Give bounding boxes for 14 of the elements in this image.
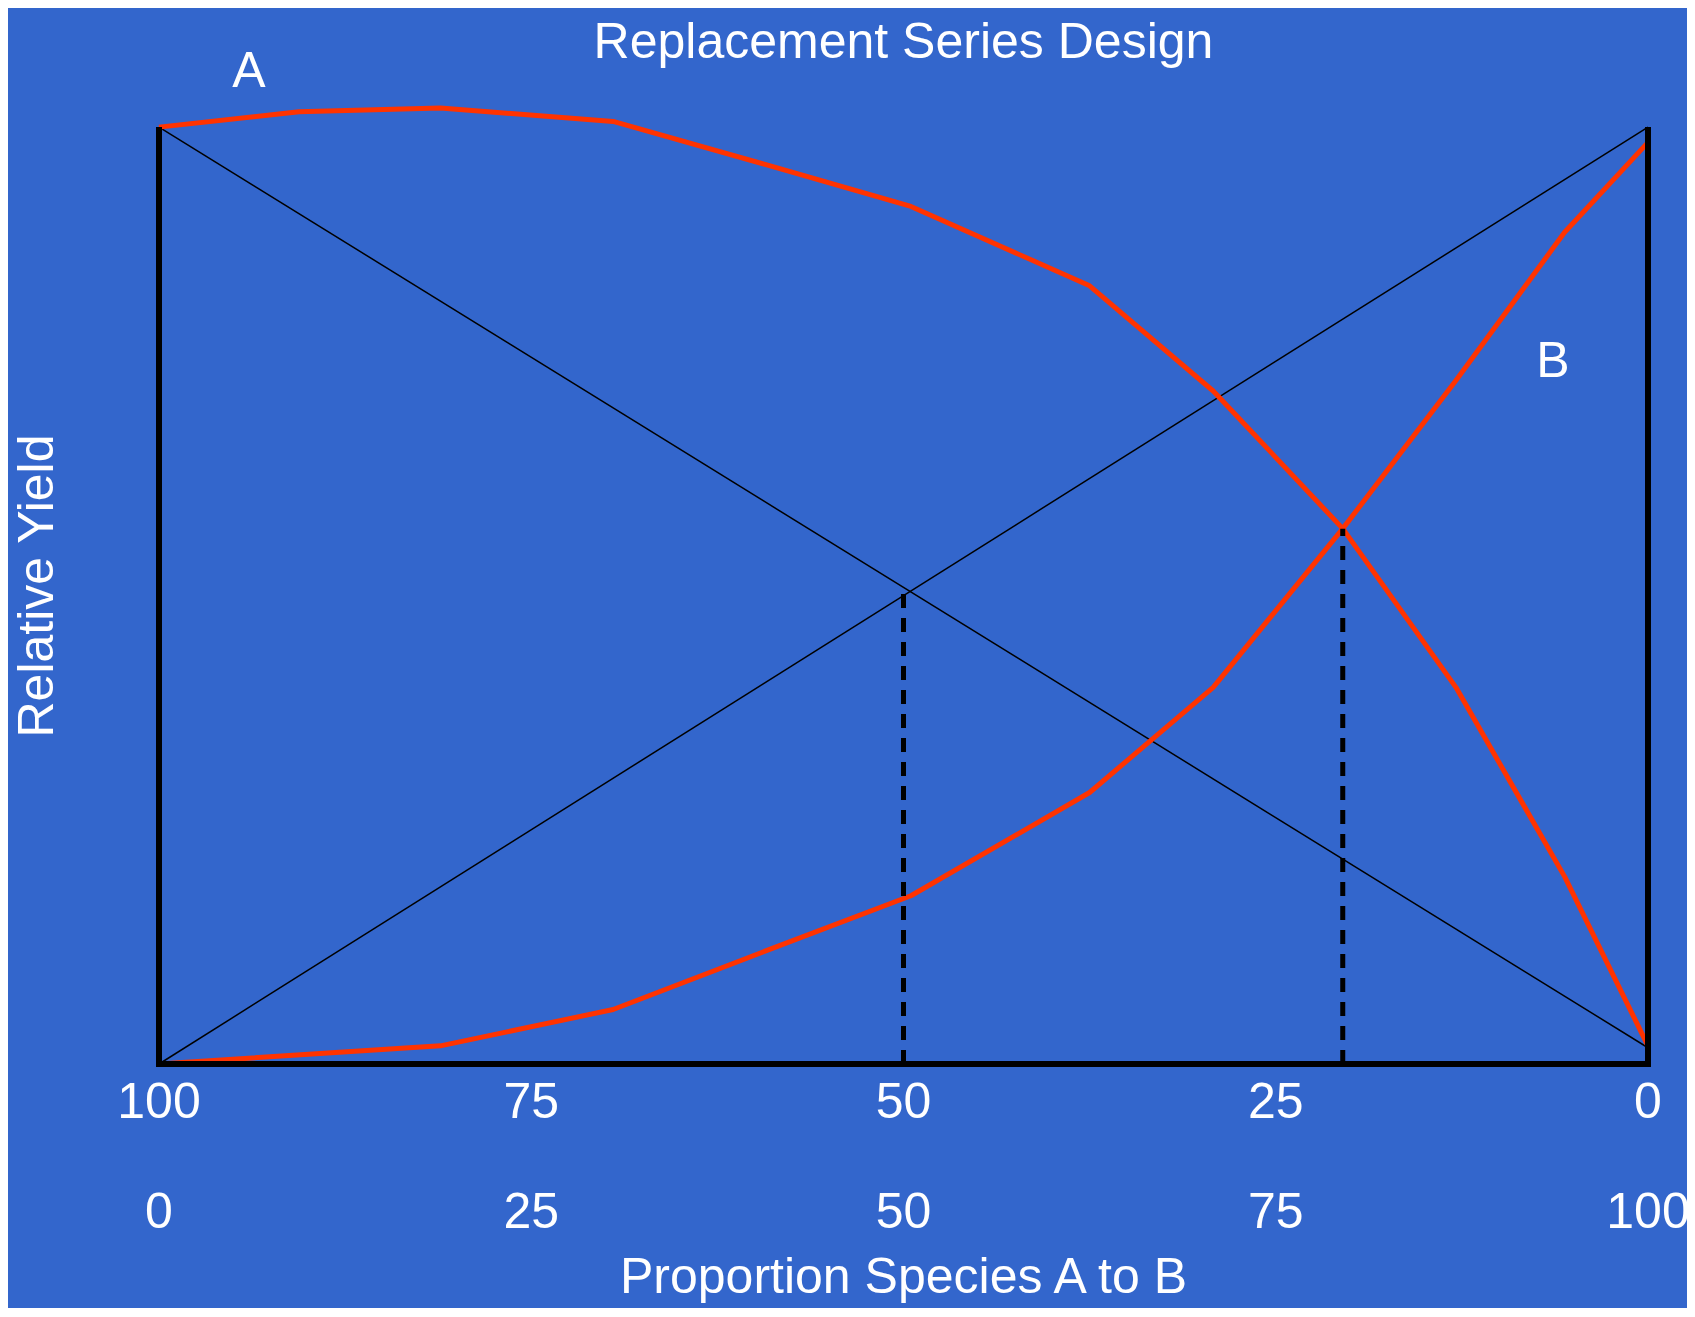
x2-tick-label: 50 xyxy=(875,1183,932,1239)
x-tick-label: 100 xyxy=(117,1073,201,1129)
x2-tick-label: 25 xyxy=(503,1183,560,1239)
x-axis-title: Proportion Species A to B xyxy=(619,1248,1188,1304)
x-tick-label: 50 xyxy=(875,1073,932,1129)
y-axis-title: Relative Yield xyxy=(8,434,64,738)
x2-tick-label: 75 xyxy=(1247,1183,1304,1239)
series-label: B xyxy=(1536,332,1570,389)
x-tick-label: 0 xyxy=(1634,1073,1662,1129)
x2-tick-label: 0 xyxy=(145,1183,173,1239)
series-label: A xyxy=(232,42,267,99)
x-tick-label: 75 xyxy=(503,1073,560,1129)
x-tick-label: 25 xyxy=(1247,1073,1304,1129)
chart-title: Replacement Series Design xyxy=(593,13,1214,69)
